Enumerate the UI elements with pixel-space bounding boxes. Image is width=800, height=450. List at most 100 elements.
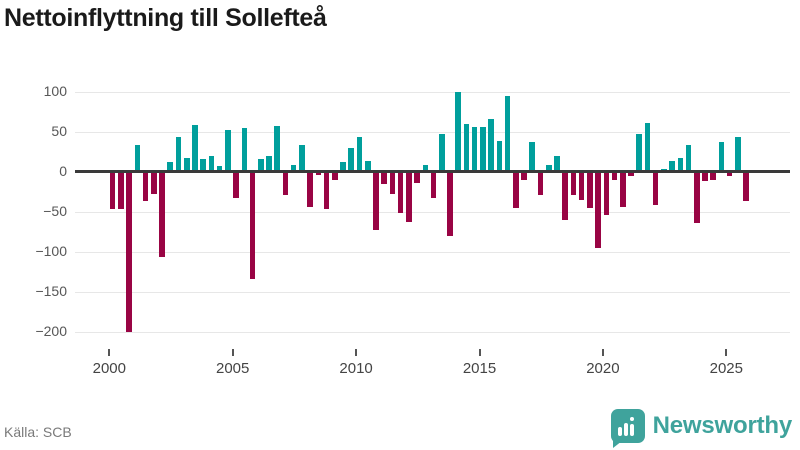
bar-2011-p2 <box>389 171 396 195</box>
bar-2001-p2 <box>142 171 149 202</box>
bar-2015-p1 <box>480 126 486 172</box>
bar-2014-p1 <box>455 91 461 172</box>
bar-2023-p3 <box>693 171 700 223</box>
bar-2007-p3 <box>299 144 305 172</box>
bar-2015-p2 <box>488 118 494 172</box>
bar-2002-p2 <box>167 162 174 172</box>
y-axis-tick-label: −150 <box>35 282 67 299</box>
bar-2006-p2 <box>266 155 272 172</box>
bar-2001-p3 <box>151 171 157 195</box>
bar-2015-p3 <box>496 140 503 172</box>
bar-2016-p3 <box>521 171 527 181</box>
bar-2004-p1 <box>208 155 215 172</box>
y-axis-tick-label: −100 <box>35 242 67 259</box>
gridline-y--50 <box>75 211 790 213</box>
bar-2000-p1 <box>109 171 116 210</box>
bar-2012-p3 <box>422 165 429 172</box>
source-label: Källa: SCB <box>4 424 72 440</box>
bar-2004-p3 <box>225 130 231 172</box>
y-axis-tick-label: 50 <box>51 122 67 139</box>
bar-2020-p2 <box>611 171 618 180</box>
bar-2003-p1 <box>183 158 190 172</box>
bar-2025-p2 <box>735 137 741 172</box>
icon-bar-1 <box>617 427 622 436</box>
bar-2024-p3 <box>718 142 725 172</box>
bubble-tail <box>612 441 622 448</box>
x-axis-tick-label: 2010 <box>339 360 373 377</box>
y-axis-tick-label: −200 <box>35 322 67 339</box>
x-axis-tick-label: 2000 <box>92 360 126 377</box>
bar-2013-p1 <box>430 171 437 199</box>
bar-2010-p3 <box>373 171 379 231</box>
bar-2021-p1 <box>628 171 634 176</box>
bar-2000-p2 <box>118 171 124 210</box>
bar-2018-p3 <box>570 171 577 195</box>
bar-2024-p1 <box>702 171 708 182</box>
x-axis-tick <box>478 349 481 356</box>
bar-2010-p1 <box>356 137 363 172</box>
bar-2002-p1 <box>159 171 165 258</box>
bar-2017-p1 <box>529 142 536 172</box>
x-axis-tick-label: 2005 <box>216 360 250 377</box>
bar-2016-p1 <box>504 95 511 172</box>
bar-2005-p1 <box>233 171 239 199</box>
x-axis-tick <box>355 349 358 356</box>
bar-2006-p1 <box>257 158 264 172</box>
chart-title: Nettoinflyttning till Sollefteå <box>4 4 327 32</box>
y-axis-tick-label: 0 <box>59 162 67 179</box>
bar-2005-p2 <box>241 127 248 172</box>
bar-2022-p1 <box>652 171 659 206</box>
bar-2020-p3 <box>619 171 626 207</box>
bar-2008-p1 <box>307 171 313 207</box>
bar-2024-p2 <box>710 171 717 180</box>
bar-2001-p1 <box>134 144 141 172</box>
gridline-y-100 <box>75 91 790 93</box>
bar-2025-p3 <box>743 171 749 202</box>
bar-2013-p3 <box>447 171 453 236</box>
bar-2020-p1 <box>603 171 610 215</box>
bar-2014-p3 <box>471 126 478 172</box>
bar-2021-p3 <box>644 122 651 172</box>
bar-2019-p2 <box>587 171 593 209</box>
bar-2023-p2 <box>685 145 692 172</box>
bar-2000-p3 <box>126 171 132 333</box>
bar-2003-p3 <box>200 158 206 172</box>
x-axis-tick-label: 2015 <box>462 360 497 377</box>
bar-2025-p1 <box>726 171 733 176</box>
icon-bar-2 <box>623 423 628 436</box>
x-axis-tick-label: 2020 <box>586 360 620 377</box>
bar-2017-p3 <box>545 165 552 172</box>
bar-2011-p3 <box>397 171 404 214</box>
gridline-y--150 <box>75 291 790 293</box>
bar-2018-p1 <box>554 155 560 172</box>
x-axis-tick <box>725 349 728 356</box>
icon-exclamation-dot <box>629 417 634 421</box>
x-axis-tick <box>601 349 604 356</box>
bar-2016-p2 <box>513 171 519 208</box>
x-axis-zero-line <box>75 170 790 174</box>
y-axis-tick-label: −50 <box>43 202 67 219</box>
bar-2023-p1 <box>677 158 684 172</box>
brand-name: Newsworthy <box>652 412 793 439</box>
bar-2009-p3 <box>348 147 355 172</box>
bar-2018-p2 <box>562 171 568 220</box>
bar-2021-p2 <box>636 134 642 172</box>
icon-bar-3 <box>629 424 634 436</box>
bar-2002-p3 <box>175 136 182 172</box>
bar-chart-bubble-icon <box>610 409 645 448</box>
gridline-y--200 <box>75 331 790 333</box>
bar-2010-p2 <box>364 160 371 172</box>
bar-2012-p1 <box>406 171 412 223</box>
bar-2019-p1 <box>578 171 585 200</box>
bar-2022-p3 <box>669 161 675 172</box>
bar-2007-p1 <box>282 171 289 195</box>
bar-2012-p2 <box>414 171 420 183</box>
bar-2006-p3 <box>274 126 281 172</box>
bar-2005-p3 <box>249 171 256 279</box>
bar-2009-p1 <box>332 171 338 180</box>
y-axis-tick-label: 100 <box>43 82 67 99</box>
bar-2007-p2 <box>290 164 297 172</box>
bar-2017-p2 <box>537 171 544 195</box>
